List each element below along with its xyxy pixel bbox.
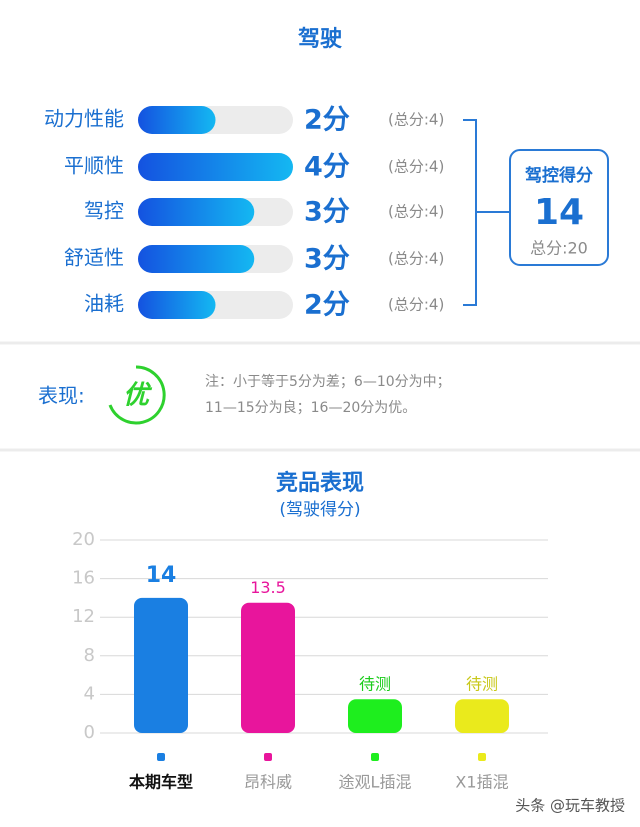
bar	[241, 602, 295, 733]
x-tick-label: 途观L插混	[339, 773, 412, 792]
score-max: (总分:4)	[388, 111, 444, 129]
bar	[134, 597, 188, 733]
score-max: (总分:4)	[388, 250, 444, 268]
grade: 优	[123, 381, 153, 411]
chart-title: 竞品表现	[276, 470, 364, 496]
bar	[455, 699, 509, 733]
note-line: 注：小于等于5分为差；6—10分为中；	[205, 373, 451, 390]
score-bar	[138, 245, 255, 273]
value-label: 14	[146, 563, 177, 588]
chart-subtitle: (驾驶得分)	[279, 500, 360, 520]
total-box	[509, 149, 609, 266]
watermark: 头条 @玩车教授	[515, 797, 625, 815]
note-line: 11—15分为良；16—20分为优。	[205, 400, 416, 416]
score-max: (总分:4)	[388, 296, 444, 314]
total-value: 14	[534, 192, 584, 233]
score-bar	[138, 291, 216, 319]
y-tick-label: 8	[84, 645, 95, 666]
score-value: 3分	[304, 197, 350, 228]
total-title: 驾控得分	[525, 165, 593, 186]
score-bar	[138, 153, 293, 181]
performance-label: 表现:	[38, 384, 85, 408]
score-value: 2分	[304, 105, 350, 136]
bracket	[463, 119, 510, 306]
score-label: 驾控	[84, 199, 124, 223]
score-value: 2分	[304, 290, 350, 321]
y-tick-label: 16	[72, 568, 95, 589]
score-value: 3分	[304, 244, 350, 275]
score-label: 动力性能	[44, 107, 124, 131]
value-label: 待测	[359, 675, 391, 694]
legend-dot	[478, 753, 486, 761]
score-label: 油耗	[84, 292, 124, 316]
y-tick-label: 0	[84, 722, 95, 743]
x-tick-label: 昂科威	[244, 773, 292, 792]
total-max: 总分:20	[530, 239, 588, 258]
score-label: 舒适性	[64, 246, 124, 270]
legend-dot	[157, 753, 165, 761]
score-max: (总分:4)	[388, 203, 444, 221]
x-tick-label: X1插混	[455, 773, 508, 792]
score-bar	[138, 198, 255, 226]
legend-dot	[371, 753, 379, 761]
section-title: 驾驶	[298, 26, 342, 52]
score-bar	[138, 106, 216, 134]
value-label: 待测	[466, 675, 498, 694]
x-tick-label: 本期车型	[129, 773, 193, 792]
value-label: 13.5	[250, 578, 286, 597]
grade-ring	[108, 365, 166, 425]
bar	[348, 699, 402, 733]
score-value: 4分	[304, 152, 350, 183]
legend-dot	[264, 753, 272, 761]
y-tick-label: 20	[72, 529, 95, 550]
y-tick-label: 4	[84, 683, 95, 704]
score-max: (总分:4)	[388, 158, 444, 176]
score-label: 平顺性	[64, 154, 124, 178]
y-tick-label: 12	[72, 606, 95, 627]
